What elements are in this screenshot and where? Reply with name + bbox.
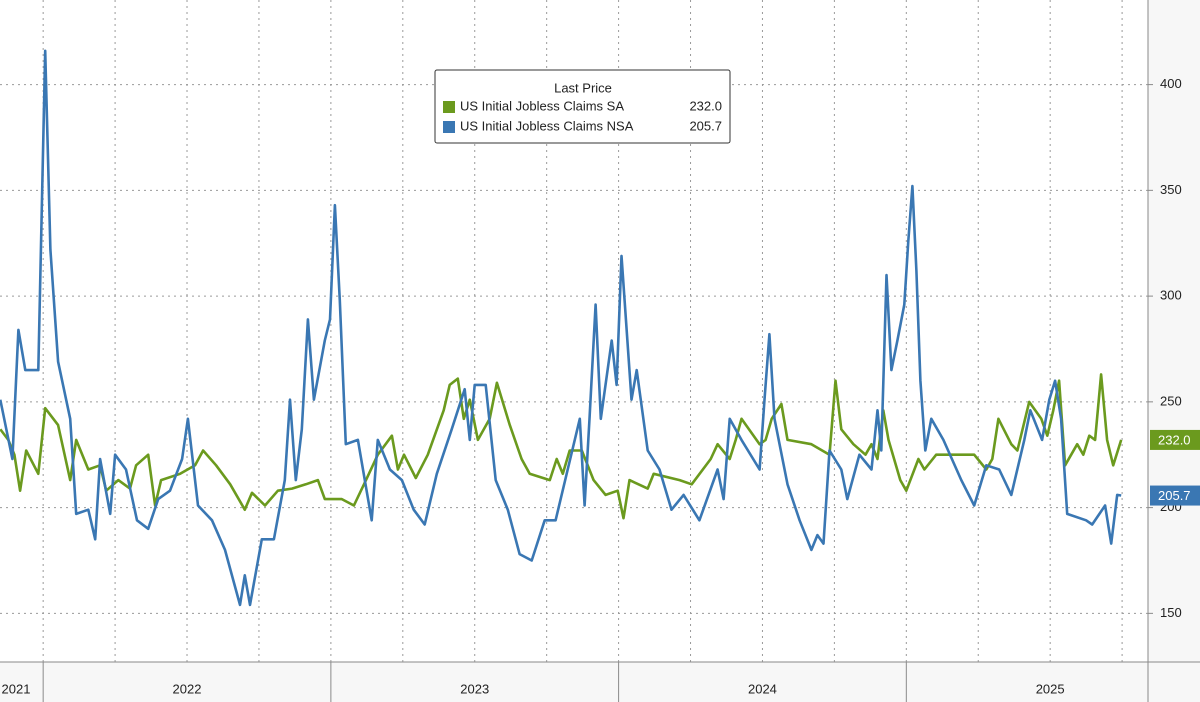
legend-value: 205.7	[689, 118, 722, 133]
legend-label: US Initial Jobless Claims SA	[460, 98, 624, 113]
x-tick-label: 2025	[1036, 681, 1065, 696]
x-tick-label: 2023	[460, 681, 489, 696]
x-tick-label: 2024	[748, 681, 777, 696]
series-line	[0, 49, 1122, 607]
y-axis-band	[1148, 0, 1200, 702]
y-tick-label: 350	[1160, 182, 1182, 197]
x-tick-label: 2022	[173, 681, 202, 696]
y-tick-label: 150	[1160, 605, 1182, 620]
y-tick-label: 400	[1160, 76, 1182, 91]
last-value-label: 205.7	[1158, 488, 1191, 503]
x-axis-band	[0, 662, 1200, 702]
series-line	[0, 373, 1123, 520]
legend-swatch	[443, 121, 455, 133]
legend-swatch	[443, 101, 455, 113]
x-tick-label: 2021	[2, 681, 31, 696]
last-value-label: 232.0	[1158, 432, 1191, 447]
legend-box	[434, 69, 731, 144]
last-value-tag	[1150, 485, 1200, 506]
last-value-tag	[1150, 429, 1200, 450]
y-tick-label: 300	[1160, 288, 1182, 303]
y-tick-label: 250	[1160, 393, 1182, 408]
legend-value: 232.0	[689, 98, 722, 113]
plot	[0, 49, 1123, 607]
legend-title: Last Price	[554, 80, 612, 95]
legend-label: US Initial Jobless Claims NSA	[460, 118, 634, 133]
legend: Last Price US Initial Jobless Claims SA 2…	[434, 69, 731, 144]
